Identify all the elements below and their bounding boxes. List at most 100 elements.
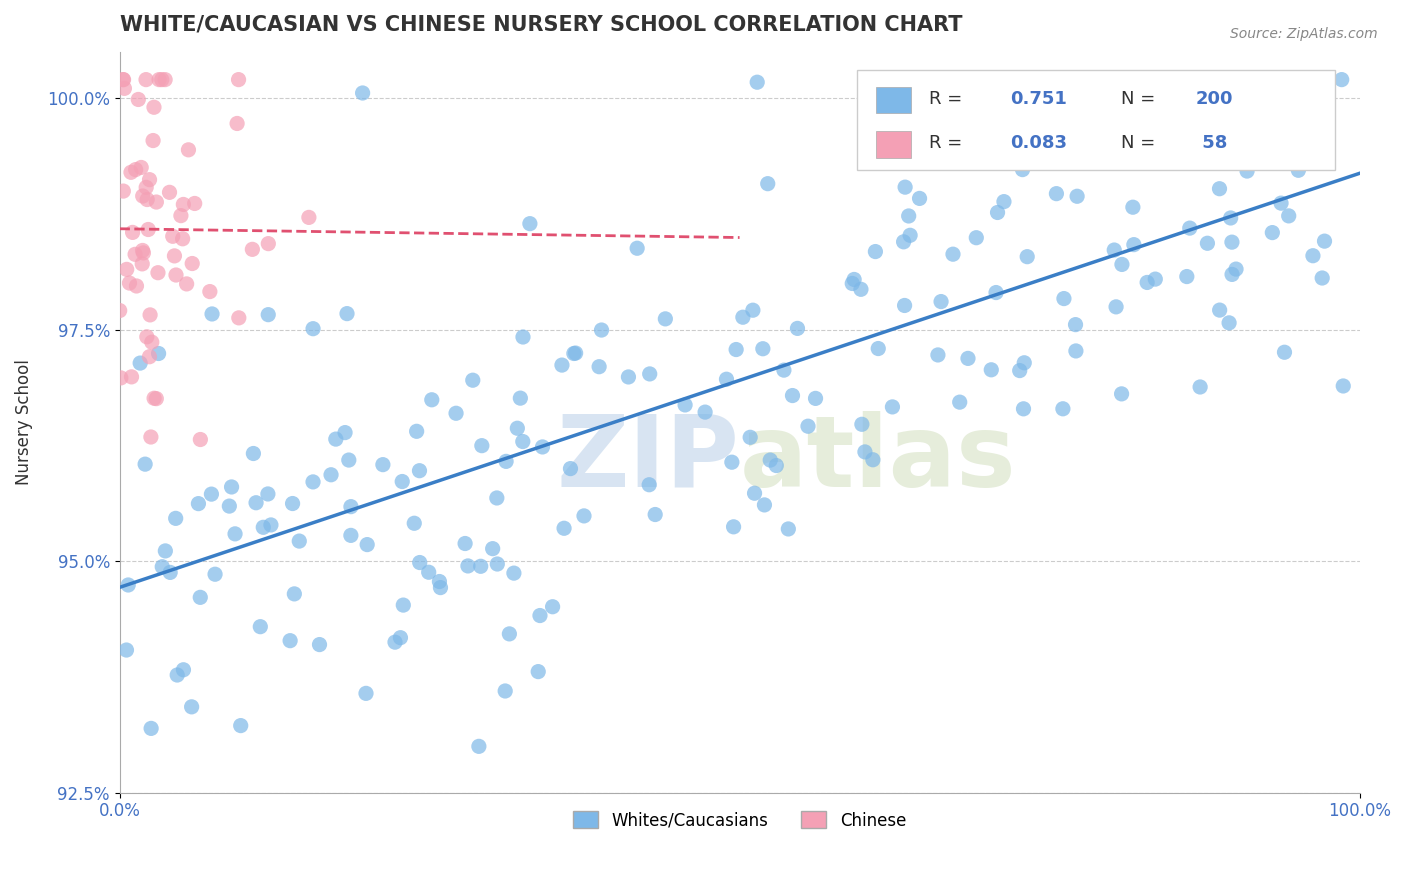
Point	[1102, 243, 1125, 257]
Point	[260, 517, 283, 532]
Point	[257, 487, 280, 501]
Text: WHITE/CAUCASIAN VS CHINESE NURSERY SCHOOL CORRELATION CHART: WHITE/CAUCASIAN VS CHINESE NURSERY SCHOO…	[120, 15, 962, 35]
Point	[132, 246, 155, 260]
Point	[229, 718, 252, 732]
Point	[1310, 271, 1333, 285]
Point	[1111, 257, 1133, 271]
Point	[1285, 111, 1308, 125]
Point	[155, 544, 177, 558]
Point	[408, 464, 430, 478]
Point	[673, 398, 696, 412]
Point	[893, 298, 915, 312]
Point	[849, 282, 872, 296]
Point	[454, 536, 477, 550]
Point	[470, 559, 492, 574]
Point	[1105, 300, 1128, 314]
Point	[124, 162, 146, 177]
Point	[1052, 401, 1074, 416]
Text: N =: N =	[1122, 134, 1156, 152]
Point	[200, 487, 222, 501]
Point	[165, 511, 187, 525]
Point	[218, 499, 240, 513]
Point	[224, 526, 246, 541]
Point	[1286, 163, 1309, 178]
Point	[281, 496, 304, 510]
Point	[541, 599, 564, 614]
Point	[804, 392, 827, 406]
Point	[851, 417, 873, 432]
Point	[112, 81, 135, 95]
Point	[638, 477, 661, 491]
Point	[1236, 164, 1258, 178]
Point	[1208, 182, 1230, 196]
Point	[591, 323, 613, 337]
FancyBboxPatch shape	[876, 87, 911, 113]
Point	[188, 591, 211, 605]
Point	[754, 498, 776, 512]
Point	[187, 497, 209, 511]
Point	[1178, 221, 1201, 235]
Point	[172, 663, 194, 677]
Point	[572, 508, 595, 523]
Point	[531, 440, 554, 454]
Point	[204, 567, 226, 582]
Point	[898, 228, 921, 243]
Point	[444, 406, 467, 420]
Point	[1012, 401, 1035, 416]
Point	[302, 475, 325, 489]
Y-axis label: Nursery School: Nursery School	[15, 359, 32, 485]
Point	[716, 372, 738, 386]
Point	[1064, 318, 1087, 332]
Point	[183, 196, 205, 211]
Point	[177, 143, 200, 157]
Point	[124, 247, 146, 261]
Point	[172, 197, 194, 211]
Point	[1011, 162, 1033, 177]
Point	[159, 186, 181, 200]
Point	[765, 458, 787, 473]
Point	[143, 100, 166, 114]
Point	[1182, 153, 1205, 167]
Point	[136, 193, 159, 207]
Point	[897, 209, 920, 223]
Point	[503, 566, 526, 581]
Point	[562, 346, 585, 360]
Point	[868, 342, 890, 356]
Point	[1081, 99, 1104, 113]
Point	[170, 209, 193, 223]
Point	[121, 226, 143, 240]
Point	[519, 217, 541, 231]
Point	[125, 279, 148, 293]
Point	[588, 359, 610, 374]
Point	[145, 392, 167, 406]
Point	[797, 419, 820, 434]
Point	[325, 432, 347, 446]
Point	[139, 308, 162, 322]
Point	[127, 93, 149, 107]
Point	[1233, 72, 1256, 87]
Legend: Whites/Caucasians, Chinese: Whites/Caucasians, Chinese	[567, 805, 912, 836]
Point	[1070, 147, 1092, 161]
Point	[471, 439, 494, 453]
Point	[136, 222, 159, 236]
Point	[163, 249, 186, 263]
Point	[190, 433, 212, 447]
Point	[120, 165, 142, 179]
Point	[302, 321, 325, 335]
Point	[965, 230, 987, 244]
Point	[308, 638, 330, 652]
Point	[150, 559, 173, 574]
Point	[384, 635, 406, 649]
Point	[773, 363, 796, 377]
Point	[257, 308, 280, 322]
Text: 0.751: 0.751	[1010, 89, 1067, 108]
Point	[1313, 234, 1336, 248]
Point	[1175, 269, 1198, 284]
Text: R =: R =	[929, 89, 963, 108]
Point	[744, 486, 766, 500]
Point	[142, 134, 165, 148]
Point	[865, 244, 887, 259]
Point	[654, 311, 676, 326]
Point	[842, 272, 865, 286]
Point	[1310, 72, 1333, 87]
